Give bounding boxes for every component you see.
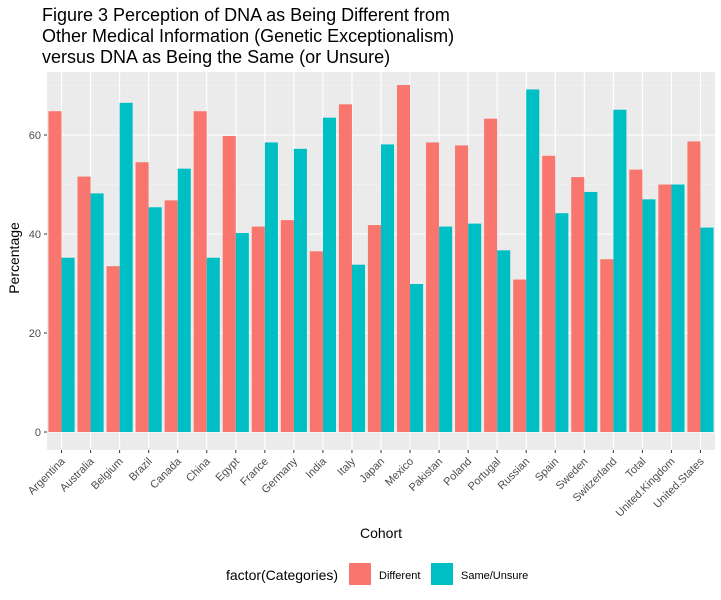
bar-different-poland: [455, 145, 469, 432]
x-tick-label: Italy: [335, 455, 358, 478]
legend-label-different: Different: [379, 570, 420, 582]
bar-different-united-states: [687, 141, 701, 432]
x-tick-label: India: [304, 455, 330, 481]
bar-same-unsure-italy: [351, 264, 366, 432]
y-axis-title: Percentage: [6, 222, 22, 294]
bar-different-italy: [338, 104, 352, 432]
x-axis-title: Cohort: [360, 525, 402, 541]
bar-different-brazil: [135, 162, 149, 432]
y-tick-label: 0: [35, 427, 41, 439]
bar-same-unsure-belgium: [119, 102, 133, 432]
bar-same-unsure-switzerland: [613, 109, 627, 432]
y-tick-label: 40: [29, 229, 41, 241]
legend: factor(Categories) Different Same/Unsure: [226, 563, 528, 585]
bar-different-united-kingdom: [658, 184, 672, 432]
bar-different-switzerland: [600, 259, 614, 432]
x-tick-label: Canada: [148, 455, 184, 491]
bar-same-unsure-china: [206, 257, 220, 432]
x-tick-label: China: [184, 455, 213, 484]
bar-same-unsure-poland: [468, 223, 482, 432]
legend-label-same-unsure: Same/Unsure: [461, 570, 528, 582]
chart-title-line-1: Figure 3 Perception of DNA as Being Diff…: [42, 5, 450, 25]
bar-different-argentina: [48, 111, 62, 433]
y-tick-label: 20: [29, 328, 41, 340]
bar-different-portugal: [484, 118, 498, 432]
bar-same-unsure-spain: [555, 213, 569, 432]
y-axis-ticks: 0 20 40 60: [29, 130, 47, 439]
chart-title-line-3: versus DNA as Being the Same (or Unsure): [42, 47, 391, 67]
chart-title-line-2: Other Medical Information (Genetic Excep…: [42, 26, 455, 46]
bar-same-unsure-portugal: [497, 250, 511, 432]
legend-title: factor(Categories): [226, 567, 338, 583]
bar-different-australia: [77, 176, 91, 432]
x-tick-label: Portugal: [466, 456, 503, 493]
bar-different-egypt: [222, 135, 236, 433]
bar-different-germany: [280, 220, 294, 432]
bar-same-unsure-mexico: [410, 283, 424, 432]
bar-same-unsure-pakistan: [439, 226, 453, 432]
bar-same-unsure-total: [642, 199, 656, 432]
bar-same-unsure-sweden: [584, 191, 598, 432]
bar-different-belgium: [106, 266, 120, 432]
bars: [48, 85, 714, 433]
bar-same-unsure-canada: [177, 168, 191, 432]
bar-different-canada: [164, 200, 178, 432]
bar-different-sweden: [571, 177, 585, 432]
bar-different-india: [309, 251, 323, 432]
legend-swatch-same-unsure: [431, 563, 453, 585]
bar-different-total: [629, 169, 643, 432]
bar-same-unsure-japan: [381, 144, 395, 432]
legend-swatch-different: [349, 563, 371, 585]
bar-same-unsure-argentina: [61, 257, 75, 432]
bar-same-unsure-australia: [90, 193, 104, 432]
bar-different-mexico: [396, 85, 411, 432]
y-tick-label: 60: [29, 130, 41, 142]
x-tick-label: Belgium: [89, 456, 126, 493]
bar-same-unsure-germany: [293, 148, 307, 433]
bar-different-japan: [367, 225, 381, 432]
bar-same-unsure-egypt: [235, 233, 249, 432]
bar-different-russian: [513, 279, 527, 432]
x-tick-label: Russian: [496, 456, 533, 493]
x-tick-label: Total: [624, 456, 649, 481]
bar-same-unsure-russian: [526, 89, 540, 433]
bar-same-unsure-united-states: [700, 227, 714, 432]
bar-same-unsure-brazil: [148, 207, 162, 432]
bar-different-france: [251, 226, 265, 432]
bar-same-unsure-united-kingdom: [671, 184, 685, 432]
bar-different-pakistan: [426, 142, 440, 433]
bar-different-china: [193, 111, 207, 433]
bar-same-unsure-france: [264, 142, 278, 433]
bar-same-unsure-india: [322, 117, 336, 433]
bar-different-spain: [542, 155, 556, 433]
chart-title: Figure 3 Perception of DNA as Being Diff…: [42, 5, 702, 68]
